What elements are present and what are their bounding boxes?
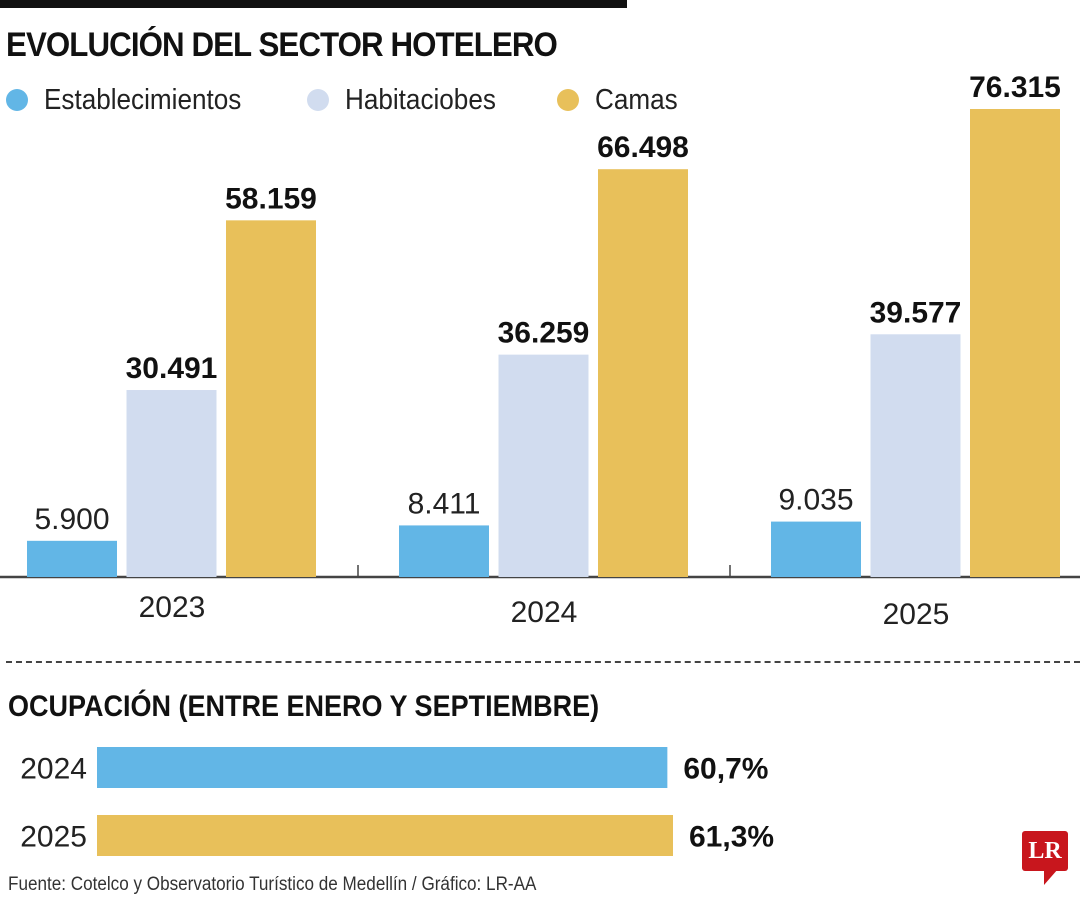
data-label: 5.900 bbox=[34, 503, 109, 536]
bar-camas-2025 bbox=[970, 109, 1060, 577]
data-label: 66.498 bbox=[597, 131, 689, 164]
bar-habitaciobes-2025 bbox=[870, 334, 961, 577]
bar-camas-2023 bbox=[226, 220, 316, 578]
top-rule bbox=[0, 0, 627, 8]
legend: Establecimientos Habitaciobes Camas bbox=[6, 80, 731, 120]
data-label: 9.035 bbox=[778, 484, 853, 517]
legend-dot-icon bbox=[307, 89, 330, 111]
legend-dot-icon bbox=[556, 89, 579, 111]
bar-habitaciobes-2024 bbox=[498, 354, 589, 577]
legend-dot-icon bbox=[6, 89, 28, 111]
x-tick-label: 2025 bbox=[883, 598, 950, 631]
bar-camas-2024 bbox=[598, 169, 688, 578]
legend-item-habitaciones: Habitaciobes bbox=[307, 84, 513, 117]
occupancy-bar-2024 bbox=[97, 747, 668, 788]
lr-logo: LR bbox=[1022, 831, 1068, 871]
data-label: 36.259 bbox=[498, 317, 590, 350]
occupancy-year-label: 2025 bbox=[20, 821, 87, 854]
legend-label: Habitaciobes bbox=[345, 83, 497, 116]
bar-establecimientos-2025 bbox=[771, 521, 861, 577]
data-label: 76.315 bbox=[969, 71, 1061, 104]
x-tick-label: 2023 bbox=[139, 591, 206, 624]
occupancy-value-label: 60,7% bbox=[683, 753, 768, 786]
data-label: 8.411 bbox=[408, 487, 481, 520]
x-tick-label: 2024 bbox=[511, 596, 578, 629]
data-label: 30.491 bbox=[126, 352, 218, 385]
section-divider bbox=[6, 661, 1080, 663]
bar-establecimientos-2024 bbox=[399, 525, 489, 577]
bar-establecimientos-2023 bbox=[27, 540, 117, 577]
legend-label: Establecimientos bbox=[44, 83, 242, 116]
occupancy-title: OCUPACIÓN (ENTRE ENERO Y SEPTIEMBRE) bbox=[8, 690, 600, 723]
occupancy-bar-2025 bbox=[97, 815, 673, 856]
legend-label: Camas bbox=[594, 83, 678, 116]
logo-text: LR bbox=[1028, 837, 1062, 864]
logo-tail-icon bbox=[1044, 869, 1058, 885]
occupancy-value-label: 61,3% bbox=[689, 821, 774, 854]
data-label: 58.159 bbox=[225, 182, 317, 215]
bar-habitaciobes-2023 bbox=[126, 390, 217, 577]
legend-item-camas: Camas bbox=[556, 83, 687, 117]
main-bar-chart: 5.900 30.491 58.159 2023 8.411 36.259 66.498 20… bbox=[0, 71, 1080, 631]
source-note: Fuente: Cotelco y Observatorio Turístico… bbox=[8, 874, 537, 895]
data-label: 39.577 bbox=[870, 296, 962, 329]
chart-title: EVOLUCIÓN DEL SECTOR HOTELERO bbox=[6, 26, 558, 64]
legend-item-establecimientos: Establecimientos bbox=[6, 84, 263, 117]
occupancy-year-label: 2024 bbox=[20, 753, 87, 786]
